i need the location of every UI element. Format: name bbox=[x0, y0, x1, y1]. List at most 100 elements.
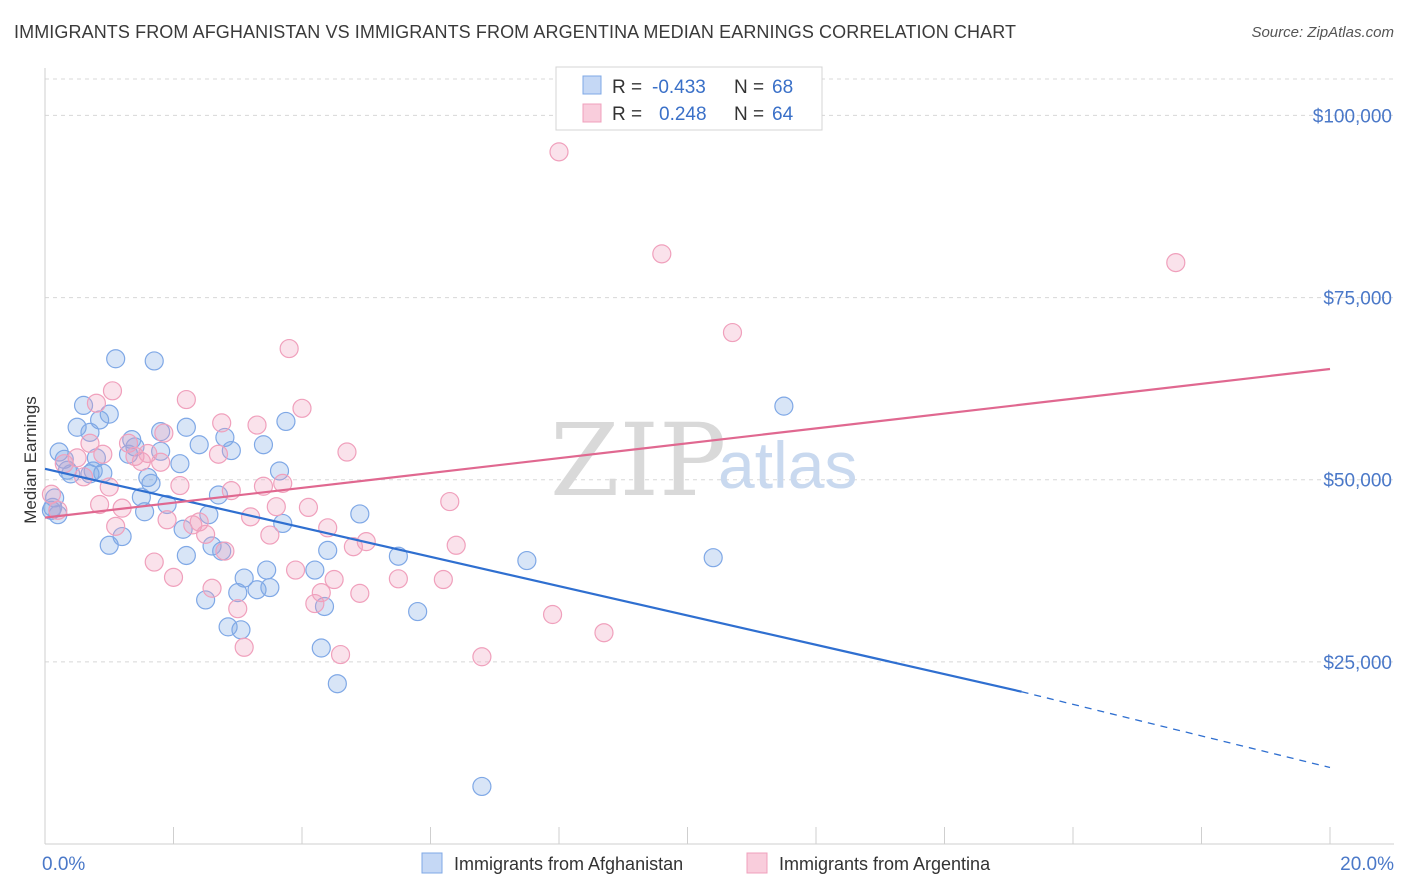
tick-labels: $25,000 $50,000 $75,000 $100,000 0.0% 20.0% bbox=[42, 106, 1394, 875]
point-afghanistan-51 bbox=[276, 411, 296, 432]
point-argentina-26 bbox=[196, 524, 216, 544]
point-afghanistan-30 bbox=[173, 519, 193, 539]
trend-lines bbox=[44, 367, 1331, 769]
point-argentina-37 bbox=[260, 525, 280, 545]
data-points bbox=[41, 142, 1186, 797]
point-afghanistan-46 bbox=[253, 435, 274, 455]
y-tick-label-100000: $100,000 bbox=[1313, 106, 1392, 127]
point-afghanistan-44 bbox=[234, 568, 254, 588]
watermark-atlas: atlas bbox=[718, 428, 857, 502]
point-argentina-23 bbox=[176, 389, 196, 410]
point-argentina-9 bbox=[99, 477, 119, 497]
point-argentina-29 bbox=[212, 413, 232, 433]
legend-swatch-afghanistan bbox=[582, 75, 602, 95]
point-afghanistan-27 bbox=[151, 422, 171, 442]
bottom-legend-label-argentina: Immigrants from Argentina bbox=[779, 854, 991, 874]
point-afghanistan-56 bbox=[327, 674, 347, 694]
point-argentina-54 bbox=[433, 569, 453, 590]
point-afghanistan-41 bbox=[221, 440, 241, 461]
point-afghanistan-15 bbox=[106, 349, 126, 369]
point-afghanistan-36 bbox=[202, 536, 222, 556]
point-argentina-44 bbox=[305, 593, 325, 614]
point-argentina-0 bbox=[41, 484, 62, 504]
point-afghanistan-34 bbox=[196, 590, 216, 610]
point-argentina-41 bbox=[285, 560, 306, 580]
point-afghanistan-53 bbox=[311, 638, 331, 658]
x-tick-label-max: 20.0% bbox=[1340, 854, 1394, 875]
point-afghanistan-33 bbox=[189, 435, 209, 455]
point-argentina-57 bbox=[472, 647, 492, 667]
point-afghanistan-43 bbox=[231, 620, 251, 640]
point-argentina-3 bbox=[67, 448, 87, 468]
point-afghanistan-31 bbox=[176, 545, 196, 566]
point-argentina-15 bbox=[131, 451, 151, 472]
point-argentina-20 bbox=[157, 510, 177, 530]
point-argentina-8 bbox=[93, 444, 113, 464]
point-argentina-11 bbox=[106, 516, 126, 536]
point-afghanistan-63 bbox=[774, 396, 794, 416]
point-afghanistan-14 bbox=[99, 404, 119, 424]
point-argentina-19 bbox=[154, 423, 174, 443]
point-afghanistan-48 bbox=[260, 577, 280, 598]
legend-n-value-argentina: 64 bbox=[772, 104, 794, 125]
point-afghanistan-47 bbox=[257, 560, 277, 580]
point-argentina-59 bbox=[594, 623, 614, 643]
point-afghanistan-59 bbox=[408, 601, 428, 622]
chart-source: Source: ZipAtlas.com bbox=[1251, 24, 1394, 41]
watermark: ZIP atlas bbox=[550, 402, 857, 519]
legend-r-value-afghanistan: -0.433 bbox=[652, 77, 706, 98]
point-argentina-5 bbox=[80, 433, 100, 453]
point-afghanistan-61 bbox=[517, 550, 537, 571]
point-argentina-47 bbox=[324, 569, 344, 590]
point-afghanistan-37 bbox=[208, 485, 229, 505]
series-legend: Immigrants from Afghanistan Immigrants f… bbox=[421, 852, 991, 874]
point-afghanistan-29 bbox=[170, 454, 190, 474]
point-afghanistan-8 bbox=[67, 417, 87, 437]
point-argentina-45 bbox=[311, 583, 331, 603]
point-argentina-32 bbox=[228, 599, 248, 619]
point-argentina-30 bbox=[215, 541, 235, 561]
trend-line-afghanistan bbox=[44, 467, 1022, 693]
point-argentina-28 bbox=[208, 444, 229, 464]
watermark-zip: ZIP bbox=[550, 402, 726, 519]
point-argentina-60 bbox=[652, 244, 672, 264]
point-argentina-39 bbox=[273, 473, 293, 493]
chart-title: IMMIGRANTS FROM AFGHANISTAN VS IMMIGRANT… bbox=[14, 22, 1017, 42]
point-afghanistan-52 bbox=[305, 560, 325, 580]
legend-r-value-argentina: 0.248 bbox=[659, 104, 707, 125]
point-afghanistan-12 bbox=[90, 410, 110, 430]
point-argentina-56 bbox=[446, 535, 466, 555]
legend-r-label-argentina: R = bbox=[612, 104, 642, 125]
point-argentina-38 bbox=[266, 497, 286, 517]
point-argentina-33 bbox=[234, 637, 254, 657]
y-tick-label-50000: $50,000 bbox=[1323, 471, 1392, 492]
bottom-legend-label-afghanistan: Immigrants from Afghanistan bbox=[454, 854, 683, 874]
bottom-legend-swatch-argentina bbox=[746, 852, 768, 874]
legend-n-value-afghanistan: 68 bbox=[772, 77, 793, 98]
point-argentina-25 bbox=[189, 512, 209, 532]
y-tick-label-25000: $25,000 bbox=[1323, 653, 1392, 674]
point-afghanistan-49 bbox=[269, 461, 290, 481]
point-argentina-62 bbox=[1166, 253, 1186, 273]
point-argentina-27 bbox=[202, 578, 222, 598]
point-afghanistan-57 bbox=[350, 504, 370, 524]
y-axis-title: Median Earnings bbox=[21, 396, 40, 524]
point-afghanistan-64 bbox=[99, 535, 119, 555]
legend-n-label-argentina: N = bbox=[734, 104, 764, 125]
point-afghanistan-24 bbox=[141, 473, 161, 493]
point-argentina-58 bbox=[542, 604, 563, 625]
point-afghanistan-55 bbox=[318, 540, 338, 560]
trend-line-argentina bbox=[44, 367, 1331, 519]
point-argentina-55 bbox=[440, 491, 460, 512]
point-afghanistan-25 bbox=[144, 351, 164, 371]
point-argentina-17 bbox=[144, 552, 164, 572]
trend-line-afghanistan-extension bbox=[1021, 691, 1331, 769]
point-argentina-6 bbox=[86, 393, 107, 413]
point-argentina-40 bbox=[279, 338, 299, 359]
point-argentina-21 bbox=[163, 567, 184, 587]
point-afghanistan-60 bbox=[472, 776, 492, 797]
legend-swatch-argentina bbox=[582, 103, 602, 123]
point-afghanistan-62 bbox=[703, 548, 723, 568]
point-argentina-42 bbox=[292, 398, 312, 418]
